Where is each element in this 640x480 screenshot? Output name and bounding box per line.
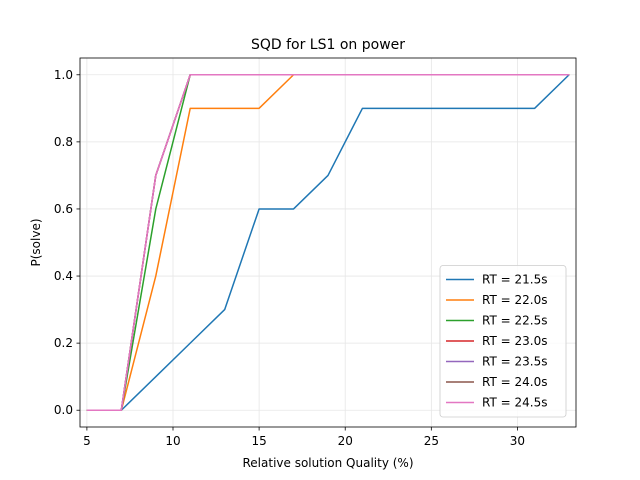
legend-entry-5: RT = 24.0s	[482, 375, 547, 389]
x-tick-label: 15	[251, 434, 266, 448]
x-axis-label: Relative solution Quality (%)	[243, 456, 414, 470]
legend-entry-6: RT = 24.5s	[482, 396, 547, 410]
y-tick-label: 0.0	[54, 403, 73, 417]
legend-entry-1: RT = 22.0s	[482, 293, 547, 307]
y-tick-label: 1.0	[54, 68, 73, 82]
y-tick-label: 0.6	[54, 202, 73, 216]
series-line-0	[86, 74, 570, 411]
x-tick-label: 20	[338, 434, 353, 448]
series-line-6	[86, 74, 570, 411]
y-tick-label: 0.4	[54, 269, 73, 283]
grid	[80, 58, 576, 427]
x-tick-label: 25	[424, 434, 439, 448]
y-tick-label: 0.2	[54, 336, 73, 350]
x-tick-label: 30	[510, 434, 525, 448]
legend-entry-0: RT = 21.5s	[482, 273, 547, 287]
legend: RT = 21.5s RT = 22.0s RT = 22.5s RT = 23.0s…	[439, 265, 567, 418]
legend-box	[439, 265, 567, 418]
x-tick-label: 5	[83, 434, 91, 448]
legend-entry-4: RT = 23.5s	[482, 355, 547, 369]
y-axis-label: P(solve)	[29, 218, 43, 266]
legend-entry-3: RT = 23.0s	[482, 334, 547, 348]
legend-entry-2: RT = 22.5s	[482, 314, 547, 328]
plot-frame	[79, 57, 577, 428]
chart-title: SQD for LS1 on power	[251, 37, 405, 53]
series-lines	[86, 74, 570, 411]
y-tick-label: 0.8	[54, 135, 73, 149]
axis-ticks: 5 10 15 20 25 30 0.0 0.2 0.4 0.6 0.8 1.0	[54, 68, 525, 448]
x-tick-label: 10	[165, 434, 180, 448]
